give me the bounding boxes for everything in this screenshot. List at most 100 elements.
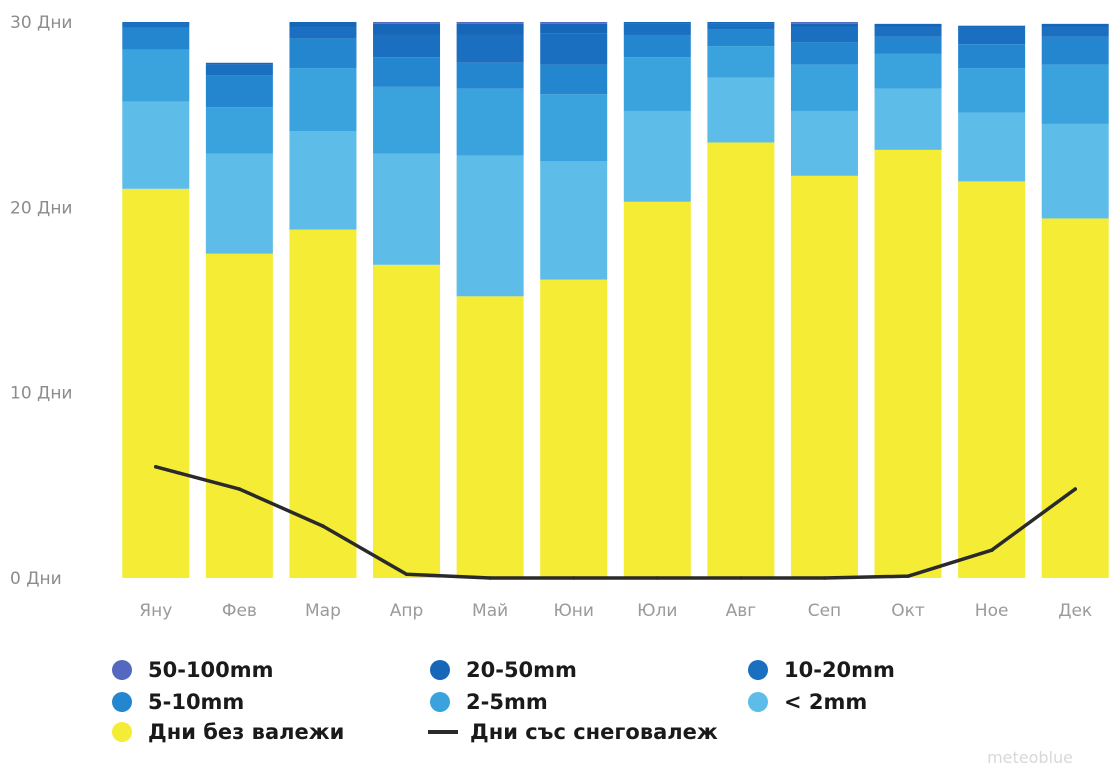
legend-item-2-5mm[interactable]: 2-5mm (430, 690, 548, 714)
bar-segment[interactable] (456, 34, 524, 63)
bar-segment[interactable] (623, 110, 691, 202)
bar-segment[interactable] (958, 181, 1026, 579)
bar-segment[interactable] (1041, 23, 1109, 28)
bar-segment[interactable] (707, 77, 775, 143)
legend-swatch (430, 660, 450, 680)
legend-swatch (430, 692, 450, 712)
legend-item-5-10mm[interactable]: 5-10mm (112, 690, 244, 714)
bar-segment[interactable] (790, 27, 858, 43)
bar-segment[interactable] (373, 57, 441, 87)
bar-segment[interactable] (540, 279, 608, 578)
snow-days-point (739, 576, 743, 580)
bar-segment[interactable] (373, 153, 441, 265)
bar-segment[interactable] (623, 57, 691, 111)
snow-days-point (321, 524, 325, 528)
bar-segment[interactable] (790, 23, 858, 28)
bar-segment[interactable] (958, 44, 1026, 69)
legend-item-dry-days[interactable]: Дни без валежи (112, 720, 344, 744)
x-tick-label: Апр (390, 601, 424, 621)
bar-segment[interactable] (790, 110, 858, 176)
bar-segment[interactable] (456, 155, 524, 297)
legend-item-50-100mm[interactable]: 50-100mm (112, 658, 274, 682)
snow-days-point (153, 465, 158, 469)
legend-swatch (748, 660, 768, 680)
bar-segment[interactable] (1041, 218, 1109, 578)
bar-segment[interactable] (289, 22, 357, 28)
bar-segment[interactable] (540, 161, 608, 280)
bar-segment[interactable] (205, 253, 273, 578)
bar-segment[interactable] (874, 23, 942, 28)
legend-label: 20-50mm (466, 658, 577, 682)
bar-segment[interactable] (122, 27, 190, 50)
bar-segment[interactable] (707, 46, 775, 78)
bar-segment[interactable] (1041, 36, 1109, 65)
bar-segment[interactable] (122, 49, 190, 102)
bar-segment[interactable] (623, 34, 691, 58)
legend-item-snow-days[interactable]: Дни със снеговалеж (428, 720, 718, 744)
bar-segment[interactable] (205, 75, 273, 108)
legend-item-lt-2mm[interactable]: < 2mm (748, 690, 867, 714)
snow-days-point (989, 548, 994, 552)
bar-segment[interactable] (373, 34, 441, 58)
bar-segment[interactable] (623, 22, 691, 24)
bar-segment[interactable] (958, 68, 1026, 113)
bar-segment[interactable] (122, 188, 190, 579)
bar-segment[interactable] (790, 42, 858, 65)
bar-segment[interactable] (874, 27, 942, 37)
bar-segment[interactable] (790, 64, 858, 111)
legend-swatch (112, 660, 132, 680)
snow-days-polyline[interactable] (154, 465, 1077, 580)
bar-segment[interactable] (1041, 27, 1109, 37)
bar-segment[interactable] (540, 33, 608, 65)
bar-segment[interactable] (122, 101, 190, 189)
bar-segment[interactable] (540, 22, 608, 24)
bar-segment[interactable] (456, 296, 524, 578)
bar-segment[interactable] (205, 107, 273, 154)
x-tick-label: Авг (726, 601, 757, 621)
snow-days-point (571, 576, 576, 580)
bar-segment[interactable] (707, 142, 775, 578)
bar-segment[interactable] (373, 264, 441, 578)
bar-segment[interactable] (707, 29, 775, 47)
bar-segment[interactable] (1041, 64, 1109, 124)
y-axis-ticks: 0 Дни 10 Дни 20 Дни 30 Дни (10, 13, 72, 589)
bar-segment[interactable] (289, 38, 357, 69)
bar-segment[interactable] (790, 175, 858, 578)
bar-segment[interactable] (707, 22, 775, 24)
bar-segment[interactable] (540, 23, 608, 34)
bar-segment[interactable] (373, 22, 441, 24)
bar-segment[interactable] (289, 131, 357, 230)
bar-segment[interactable] (456, 22, 524, 24)
legend-item-20-50mm[interactable]: 20-50mm (430, 658, 577, 682)
x-tick-label: Ное (975, 601, 1009, 621)
bar-segment[interactable] (456, 88, 524, 156)
bar-segment[interactable] (874, 149, 942, 578)
bar-segment[interactable] (874, 36, 942, 54)
bar-segment[interactable] (289, 68, 357, 132)
bar-segment[interactable] (289, 27, 357, 39)
bar-segment[interactable] (623, 201, 691, 579)
bar-segment[interactable] (122, 22, 190, 28)
bar-segment[interactable] (958, 27, 1026, 45)
legend-label: 50-100mm (148, 658, 274, 682)
bar-segment[interactable] (958, 112, 1026, 182)
bar-segment[interactable] (205, 153, 273, 254)
legend-item-10-20mm[interactable]: 10-20mm (748, 658, 895, 682)
bar-segment[interactable] (623, 23, 691, 35)
bar-segment[interactable] (540, 64, 608, 95)
bar-segment[interactable] (958, 25, 1026, 28)
bar-segment[interactable] (540, 94, 608, 161)
bar-segment[interactable] (205, 64, 273, 76)
snow-days-point (488, 576, 492, 580)
bar-segment[interactable] (874, 88, 942, 150)
bar-segment[interactable] (456, 23, 524, 35)
bar-segment[interactable] (1041, 123, 1109, 219)
bar-segment[interactable] (373, 86, 441, 154)
bar-segment[interactable] (289, 229, 357, 578)
bar-segment[interactable] (707, 23, 775, 30)
bar-segment[interactable] (790, 22, 858, 24)
bar-segment[interactable] (373, 23, 441, 35)
bar-segment[interactable] (456, 62, 524, 89)
bar-segment[interactable] (205, 62, 273, 65)
bar-segment[interactable] (874, 53, 942, 89)
